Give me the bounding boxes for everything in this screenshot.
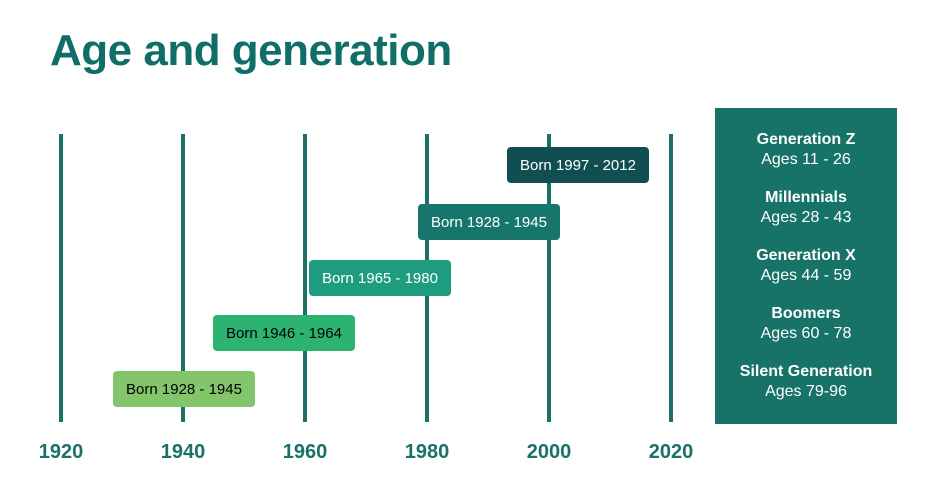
generation-ages: Ages 11 - 26 xyxy=(761,151,851,168)
gridline-1920 xyxy=(59,134,63,422)
gridline-1940 xyxy=(181,134,185,422)
year-label: 2000 xyxy=(526,441,572,463)
generation-ages: Ages 60 - 78 xyxy=(760,325,852,342)
generation-name: Boomers xyxy=(771,305,841,322)
generation-bar-gen-z: Born 1997 - 2012 xyxy=(507,147,649,183)
generation-bar-boomers: Born 1946 - 1964 xyxy=(213,315,355,351)
legend-item-silent: Silent Generation Ages 79-96 xyxy=(715,362,897,402)
generation-name: Silent Generation xyxy=(739,363,873,380)
generation-bar-silent: Born 1928 - 1945 xyxy=(113,371,255,407)
generation-legend: Generation Z Ages 11 - 26 Millennials Ag… xyxy=(715,108,897,424)
legend-item-gen-x: Generation X Ages 44 - 59 xyxy=(715,246,897,286)
legend-item-boomers: Boomers Ages 60 - 78 xyxy=(715,304,897,344)
generation-name: Generation Z xyxy=(756,131,856,148)
generation-ages: Ages 44 - 59 xyxy=(760,267,852,284)
generation-ages: Ages 28 - 43 xyxy=(760,209,852,226)
generation-name: Generation X xyxy=(756,247,856,264)
generation-name: Millennials xyxy=(765,189,847,206)
legend-item-millennials: Millennials Ages 28 - 43 xyxy=(715,188,897,228)
gridline-1960 xyxy=(303,134,307,422)
year-label: 1940 xyxy=(160,441,206,463)
year-label: 2020 xyxy=(648,441,694,463)
generation-bar-gen-x: Born 1965 - 1980 xyxy=(309,260,451,296)
page-title: Age and generation xyxy=(50,26,452,75)
generation-bar-millennials: Born 1928 - 1945 xyxy=(418,204,560,240)
year-label: 1980 xyxy=(404,441,450,463)
generation-ages: Ages 79-96 xyxy=(765,383,847,400)
year-label: 1960 xyxy=(282,441,328,463)
gridline-2000 xyxy=(547,134,551,422)
gridline-2020 xyxy=(669,134,673,422)
legend-item-gen-z: Generation Z Ages 11 - 26 xyxy=(715,130,897,170)
year-label: 1920 xyxy=(38,441,84,463)
